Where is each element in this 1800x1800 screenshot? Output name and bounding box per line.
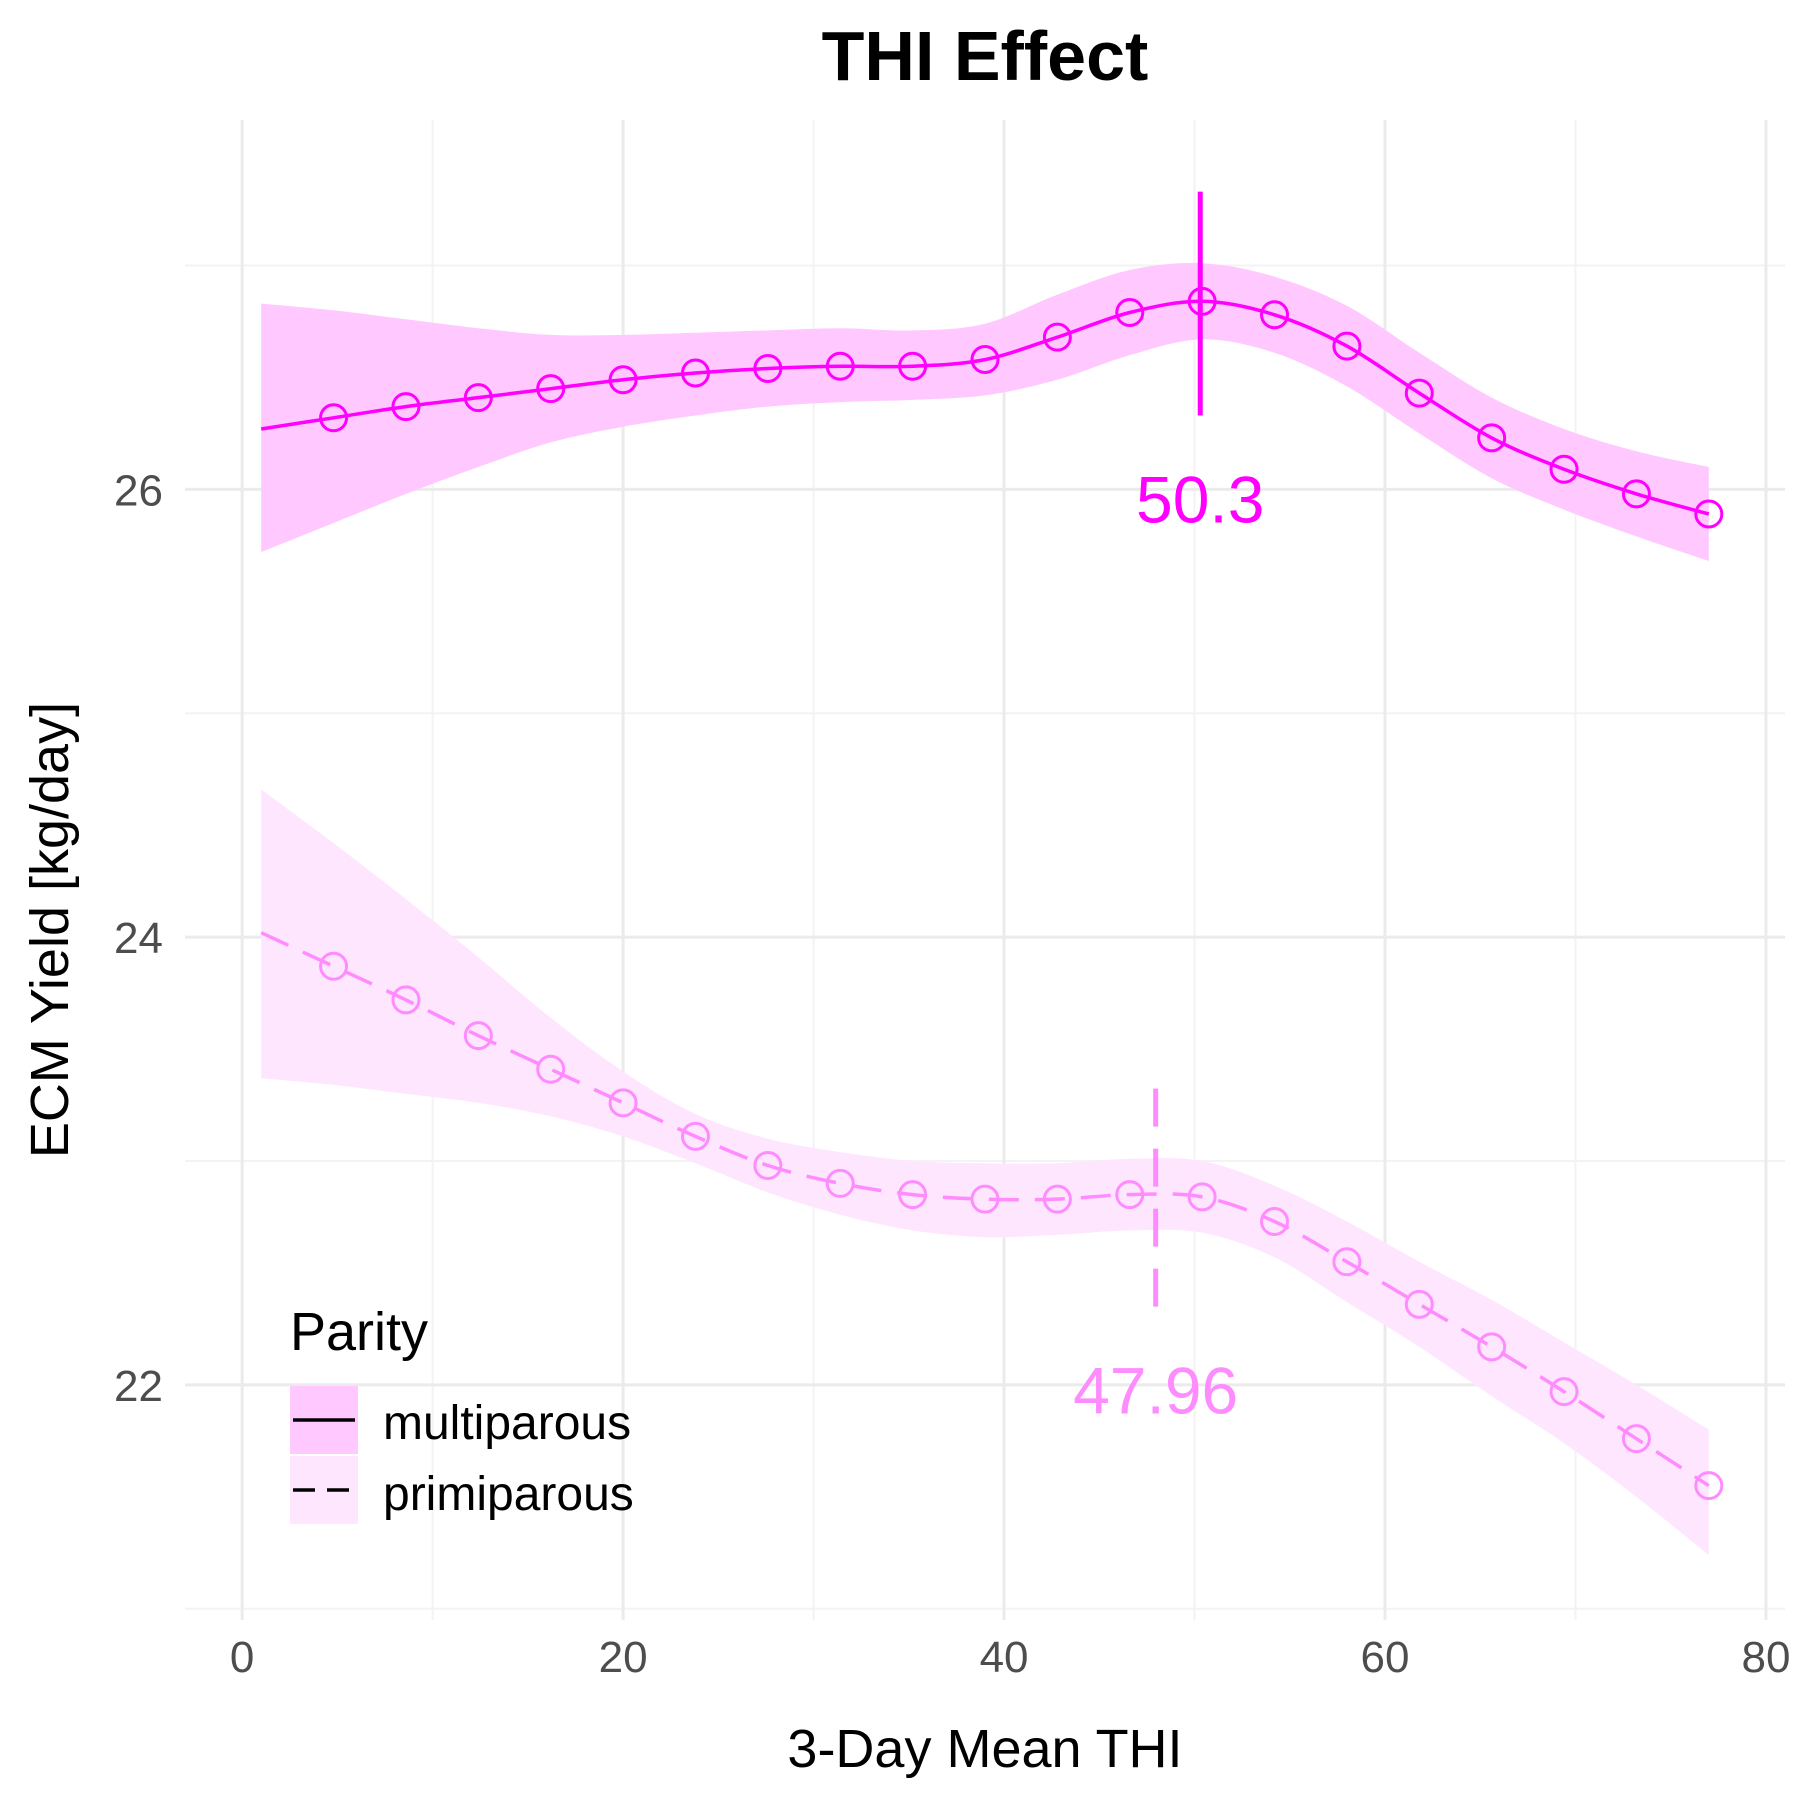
primiparous-marker — [1404, 1289, 1434, 1319]
multiparous-marker — [1404, 378, 1434, 408]
confidence-bands — [261, 263, 1709, 1556]
x-tick-label: 60 — [1361, 1633, 1410, 1682]
primiparous-marker — [463, 1021, 493, 1051]
multiparous-marker — [680, 358, 710, 388]
primiparous-marker — [753, 1151, 783, 1181]
multiparous-marker — [1260, 300, 1290, 330]
y-tick-label: 22 — [114, 1362, 163, 1411]
multiparous-marker — [970, 345, 1000, 375]
multiparous-marker — [391, 392, 421, 422]
y-tick-label: 24 — [114, 914, 163, 963]
primiparous-marker — [1621, 1424, 1651, 1454]
primiparous-marker — [1694, 1471, 1724, 1501]
primiparous-marker — [1332, 1247, 1362, 1277]
multiparous-marker — [1042, 322, 1072, 352]
multiparous-marker — [898, 351, 928, 381]
primiparous-marker — [1187, 1182, 1217, 1212]
multiparous-marker — [608, 365, 638, 395]
y-axis-title: ECM Yield [kg/day] — [20, 702, 80, 1158]
legend-label-multiparous: multiparous — [383, 1397, 631, 1450]
multiparous-marker — [1621, 479, 1651, 509]
y-axis-ticks: 22 24 26 — [114, 466, 163, 1411]
x-tick-label: 80 — [1741, 1633, 1790, 1682]
primiparous-marker — [970, 1184, 1000, 1214]
primiparous-marker — [536, 1054, 566, 1084]
x-tick-label: 40 — [980, 1633, 1029, 1682]
y-tick-label: 26 — [114, 466, 163, 515]
multiparous-marker — [1115, 298, 1145, 328]
threshold-lines — [1153, 191, 1203, 1307]
multiparous-marker — [536, 374, 566, 404]
primiparous-threshold-label: 47.96 — [1073, 1353, 1238, 1427]
primiparous-confidence-band — [261, 789, 1709, 1556]
multiparous-marker — [1694, 499, 1724, 529]
primiparous-marker — [319, 951, 349, 981]
primiparous-marker — [825, 1168, 855, 1198]
primiparous-marker — [1549, 1377, 1579, 1407]
x-tick-label: 0 — [230, 1633, 254, 1682]
series-markers — [319, 286, 1724, 1501]
series-lines — [260, 299, 1710, 1488]
multiparous-marker — [319, 403, 349, 433]
multiparous-marker — [1477, 423, 1507, 453]
primiparous-marker — [898, 1180, 928, 1210]
legend-keys — [290, 1386, 358, 1524]
multiparous-marker — [1332, 331, 1362, 361]
primiparous-marker — [391, 985, 421, 1015]
primiparous-line — [260, 931, 1710, 1488]
legend-title: Parity — [290, 1302, 428, 1362]
primiparous-marker — [1477, 1332, 1507, 1362]
multiparous-confidence-band — [261, 263, 1709, 561]
multiparous-line — [260, 299, 1710, 516]
primiparous-marker — [1042, 1184, 1072, 1214]
primiparous-marker — [608, 1088, 638, 1118]
chart-title: THI Effect — [822, 17, 1149, 95]
multiparous-marker — [463, 383, 493, 413]
multiparous-marker — [1549, 454, 1579, 484]
x-axis-title: 3-Day Mean THI — [787, 1719, 1182, 1779]
threshold-annotations: 50.3 47.96 — [1073, 462, 1264, 1427]
legend: Parity multiparous primiparous — [290, 1302, 634, 1524]
multiparous-marker — [825, 351, 855, 381]
primiparous-marker — [1260, 1206, 1290, 1236]
primiparous-marker — [1115, 1180, 1145, 1210]
multiparous-marker — [1187, 286, 1217, 316]
x-axis-ticks: 0 20 40 60 80 — [230, 1633, 1791, 1682]
legend-label-primiparous: primiparous — [383, 1468, 634, 1521]
primiparous-marker — [680, 1121, 710, 1151]
multiparous-threshold-label: 50.3 — [1136, 462, 1264, 536]
x-tick-label: 20 — [599, 1633, 648, 1682]
multiparous-marker — [753, 354, 783, 384]
